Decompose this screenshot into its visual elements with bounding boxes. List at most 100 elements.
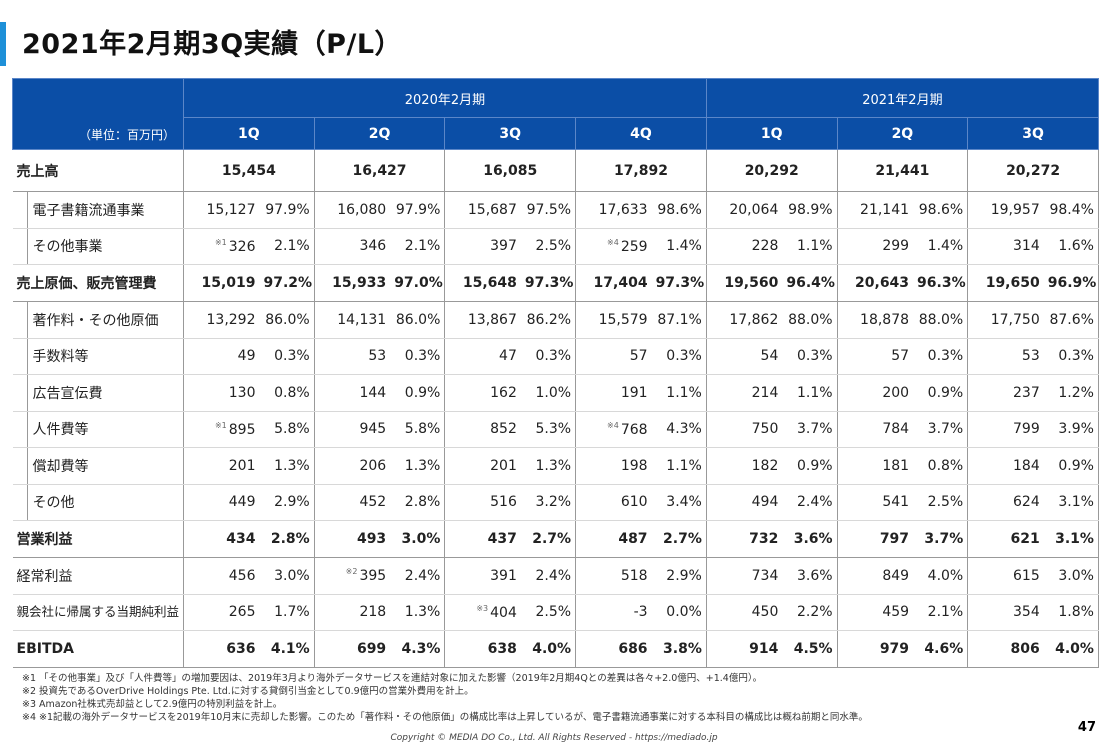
amount: 895 xyxy=(228,421,256,438)
amount: 20,643 xyxy=(855,275,910,291)
amount: 206 xyxy=(359,457,387,474)
amount: 459 xyxy=(882,604,910,621)
amount: 13,292 xyxy=(206,311,256,328)
cell-value: 452 xyxy=(314,484,391,521)
cell-ratio: 1.3% xyxy=(259,447,315,485)
table-row: EBITDA 636 4.1% 699 4.3% 638 4.0% 686 3.8% 914 4.5… xyxy=(12,630,1099,668)
cell-ratio: 87.6% xyxy=(1043,301,1099,339)
cell-value: 17,750 xyxy=(967,301,1044,339)
cell-value: 346 xyxy=(314,228,391,265)
cell-value: 19,957 xyxy=(967,191,1044,229)
amount: 699 xyxy=(356,641,387,657)
row-label: 償却費等 xyxy=(12,447,184,485)
amount: 624 xyxy=(1013,494,1040,511)
cell-value: 162 xyxy=(444,374,521,412)
amount: 314 xyxy=(1013,238,1040,255)
amount: 201 xyxy=(490,457,517,474)
cell-ratio: 1.3% xyxy=(390,594,446,631)
cell-value: 191 xyxy=(575,374,652,412)
cell-ratio: 86.0% xyxy=(390,301,446,339)
cell-value: 17,633 xyxy=(575,191,652,229)
cell-ratio: 1.1% xyxy=(651,374,707,412)
cell-value: ※2 395 xyxy=(314,557,391,595)
amount: 19,560 xyxy=(724,275,779,291)
cell-ratio: 97.3% xyxy=(520,264,577,302)
cell-ratio: 0.3% xyxy=(259,338,315,375)
cell-ratio: 2.7% xyxy=(520,520,577,558)
cell-value: 15,687 xyxy=(444,191,521,229)
amount: 182 xyxy=(751,457,779,474)
amount: 16,080 xyxy=(337,201,387,218)
amount: 434 xyxy=(226,531,256,547)
cell-value: 237 xyxy=(967,374,1044,412)
cell-ratio: 1.4% xyxy=(651,228,707,265)
amount: 259 xyxy=(620,238,648,255)
cell-value: 541 xyxy=(837,484,914,521)
cell-value: 17,892 xyxy=(575,149,707,192)
amount: 456 xyxy=(228,567,256,584)
amount: 732 xyxy=(749,531,779,547)
amount: 945 xyxy=(359,421,387,438)
cell-value: 17,404 xyxy=(575,264,652,302)
amount: 326 xyxy=(228,238,256,255)
amount: 852 xyxy=(490,421,517,438)
cell-value: 53 xyxy=(967,338,1044,375)
cell-ratio: 2.1% xyxy=(913,594,969,631)
amount: 799 xyxy=(1013,421,1040,438)
row-label: 著作料・その他原価 xyxy=(12,301,184,339)
cell-value: 214 xyxy=(706,374,783,412)
cell-value: 15,648 xyxy=(444,264,521,302)
row-label: その他 xyxy=(12,484,184,521)
cell-ratio: 0.3% xyxy=(651,338,707,375)
table-row: 償却費等 201 1.3% 206 1.3% 201 1.3% 198 1.1% 182 0.9% 1… xyxy=(12,447,1099,485)
pl-table: （単位：百万円） 2020年2月期 2021年2月期 1Q 2Q 3Q 4Q 1Q 2Q 3Q … xyxy=(12,78,1099,668)
amount: 15,687 xyxy=(467,201,517,218)
cell-ratio: 98.6% xyxy=(913,191,969,229)
cell-value: 13,867 xyxy=(444,301,521,339)
amount: 391 xyxy=(490,567,517,584)
cell-value: 21,441 xyxy=(837,149,969,192)
amount: 450 xyxy=(751,604,779,621)
cell-ratio: 97.9% xyxy=(390,191,446,229)
amount: 214 xyxy=(751,384,779,401)
cell-ratio: 4.3% xyxy=(390,630,446,668)
cell-ratio: 0.8% xyxy=(259,374,315,412)
amount: 404 xyxy=(490,604,517,621)
cell-value: 198 xyxy=(575,447,652,485)
amount: 621 xyxy=(1010,531,1040,547)
amount: 49 xyxy=(237,348,256,365)
row-label: その他事業 xyxy=(12,228,184,265)
cell-ratio: 98.6% xyxy=(651,191,707,229)
cell-value: 314 xyxy=(967,228,1044,265)
cell-ratio: 2.2% xyxy=(782,594,838,631)
cell-ratio: 0.9% xyxy=(1043,447,1099,485)
amount: 541 xyxy=(882,494,910,511)
amount: 237 xyxy=(1013,384,1040,401)
row-label: EBITDA xyxy=(12,630,184,668)
amount: 15,019 xyxy=(201,275,256,291)
cell-ratio: 4.0% xyxy=(520,630,577,668)
cell-ratio: 0.3% xyxy=(520,338,577,375)
cell-value: 610 xyxy=(575,484,652,521)
table-row: 売上高 15,454 16,427 16,085 17,892 20,292 21,441 2… xyxy=(12,149,1099,192)
cell-value: 494 xyxy=(706,484,783,521)
cell-ratio: 3.0% xyxy=(390,520,446,558)
cell-ratio: 5.8% xyxy=(259,411,315,448)
amount: 797 xyxy=(879,531,910,547)
cell-ratio: 0.0% xyxy=(651,594,707,631)
cell-value: 20,272 xyxy=(967,149,1099,192)
quarter-header: 3Q xyxy=(444,117,577,150)
cell-value: 397 xyxy=(444,228,521,265)
copyright: Copyright © MEDIA DO Co., Ltd. All Right… xyxy=(390,733,718,743)
table-row: 人件費等 ※1 895 5.8% 945 5.8% 852 5.3% ※4 768 4.3% 750 3… xyxy=(12,411,1099,448)
cell-ratio: 3.0% xyxy=(259,557,315,595)
amount: 299 xyxy=(882,238,910,255)
cell-ratio: 0.3% xyxy=(1043,338,1099,375)
amount: 265 xyxy=(228,604,256,621)
amount: 20,064 xyxy=(729,201,779,218)
table-row: 手数料等 49 0.3% 53 0.3% 47 0.3% 57 0.3% 54 0.3% 57 0.3%… xyxy=(12,338,1099,375)
cell-ratio: 2.7% xyxy=(651,520,707,558)
cell-value: 15,019 xyxy=(183,264,260,302)
cell-value: 47 xyxy=(444,338,521,375)
cell-ratio: 3.2% xyxy=(520,484,577,521)
